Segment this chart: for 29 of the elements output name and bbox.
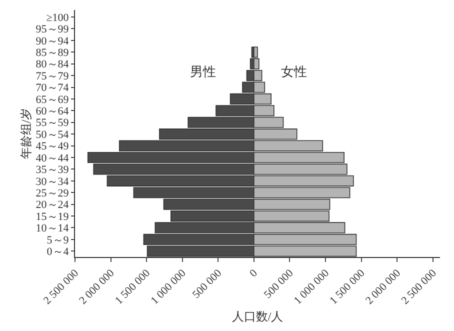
y-tick-label: 25～29: [36, 187, 70, 200]
y-tick-label: 45～49: [36, 140, 70, 153]
y-tick-label: 0～4: [46, 246, 70, 258]
y-tick-label: 15～19: [36, 210, 70, 223]
y-tick-label: 35～39: [36, 164, 70, 176]
y-tick-label: 95～99: [36, 24, 70, 36]
x-tick-label: 2 500 000: [399, 266, 440, 307]
x-tick-label: 1 000 000: [292, 266, 332, 307]
series-label: 男性: [190, 64, 216, 79]
y-tick-label: 5～9: [46, 234, 70, 246]
y-tick-label: 90～94: [36, 35, 70, 48]
y-tick-label: 70～74: [36, 82, 70, 94]
y-tick-label: 80～84: [36, 58, 70, 71]
y-tick-label: 55～59: [36, 117, 70, 130]
y-tick-label: 30～34: [36, 176, 70, 188]
y-tick-label: 65～69: [36, 94, 70, 106]
y-tick-label: 20～24: [36, 199, 70, 212]
series-label: 女性: [281, 64, 307, 79]
y-axis-title: 年龄组/岁: [19, 108, 34, 160]
y-tick-label: 60～64: [36, 106, 70, 118]
y-tick-label: 50～54: [36, 128, 70, 141]
y-tick-label: 85～89: [36, 46, 70, 59]
x-tick-label: 0: [248, 266, 260, 280]
x-tick-label: 500 000: [190, 266, 225, 301]
y-tick-label: 40～44: [36, 152, 70, 164]
y-tick-label: ≥100: [46, 12, 70, 24]
x-axis-title: 人口数/人: [232, 310, 284, 324]
y-tick-label: 10～14: [36, 222, 70, 235]
y-tick-label: 75～79: [36, 70, 70, 82]
